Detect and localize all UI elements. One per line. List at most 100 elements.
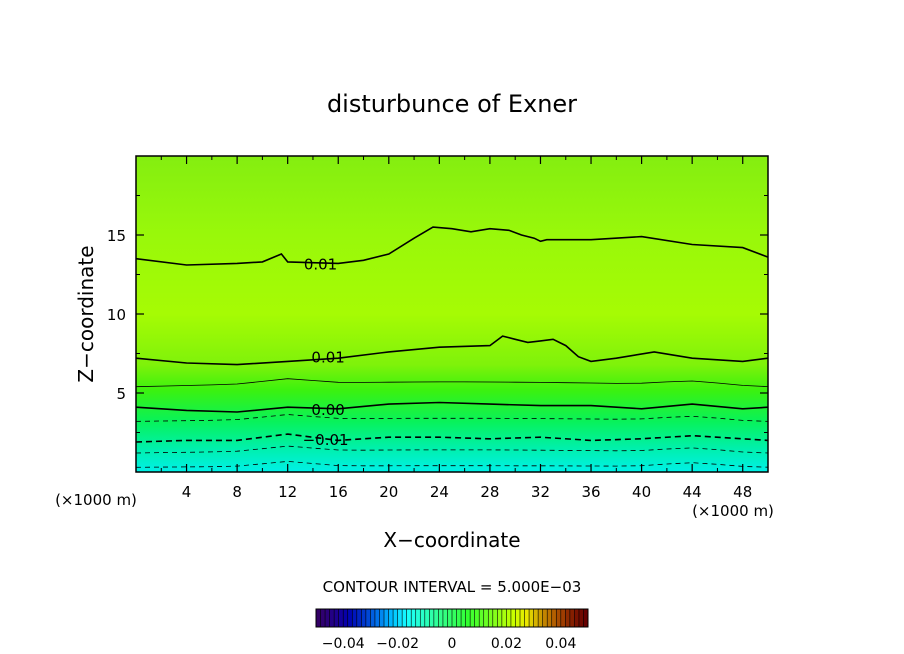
- colorbar-cell: [456, 609, 462, 627]
- colorbar-cell: [370, 609, 376, 627]
- x-axis-ticks: 4 8 12 16 20 24 28 32 36 40 44 48: [160, 156, 752, 501]
- colorbar-cell: [338, 609, 344, 627]
- colorbar-cell: [397, 609, 403, 627]
- colorbar-cell: [520, 609, 525, 627]
- colorbar-tick-label: 0: [448, 636, 457, 652]
- colorbar-cell: [356, 609, 362, 627]
- y-axis-label: Z−coordinate: [74, 245, 98, 382]
- contour-lines: 0.01 0.01 0.00 −0.01: [135, 226, 769, 468]
- colorbar-cell: [442, 609, 448, 627]
- colorbar-tick-label: 0.04: [545, 636, 576, 652]
- colorbar-cell: [352, 609, 358, 627]
- colorbar-cell: [433, 609, 439, 627]
- colorbar-cell: [384, 609, 389, 627]
- colorbar-cell: [411, 609, 417, 627]
- y-axis-ticks: 5 10 15: [107, 195, 768, 433]
- contour-line: [135, 335, 769, 366]
- colorbar-cell: [420, 609, 426, 627]
- colorbar-cell: [452, 609, 457, 627]
- colorbar-cell: [542, 609, 548, 627]
- colorbar-cell: [447, 609, 453, 627]
- colorbar-cell: [470, 609, 475, 627]
- colorbar-cell: [560, 609, 566, 627]
- colorbar-cell: [556, 609, 562, 627]
- x-tick-label: 48: [733, 483, 752, 501]
- x-tick-label: 36: [581, 483, 600, 501]
- colorbar-cell: [501, 609, 507, 627]
- colorbar-tick-label: −0.04: [322, 636, 365, 652]
- contour-label: 0.01: [311, 349, 344, 367]
- y-tick-label: 5: [116, 385, 126, 403]
- x-tick-label: 44: [683, 483, 702, 501]
- x-unit-right: (×1000 m): [692, 502, 774, 520]
- colorbar-cell: [488, 609, 494, 627]
- x-tick-label: 24: [430, 483, 449, 501]
- colorbar-tick-label: 0.02: [491, 636, 522, 652]
- colorbar-cell: [533, 609, 539, 627]
- x-axis-label: X−coordinate: [383, 528, 520, 552]
- colorbar-cell: [506, 609, 512, 627]
- contour-line-minor: [135, 378, 769, 388]
- x-tick-label: 28: [480, 483, 499, 501]
- colorbar-cell: [569, 609, 575, 627]
- colorbar-cell: [547, 609, 553, 627]
- colorbar-cell: [483, 609, 489, 627]
- colorbar-cell: [361, 609, 367, 627]
- contour-line-minor: [135, 460, 769, 468]
- colorbar-cell: [474, 609, 480, 627]
- contour-line-minor: [135, 414, 769, 422]
- y-tick-label: 15: [107, 227, 126, 245]
- colorbar-frame: [315, 608, 589, 628]
- colorbar-cell: [402, 609, 407, 627]
- colorbar-cell: [343, 609, 349, 627]
- colorbar-cell: [393, 609, 398, 627]
- colorbar-cell: [424, 609, 430, 627]
- colorbar-cell: [415, 609, 421, 627]
- colorbar-cell: [583, 609, 589, 627]
- colorbar-cell: [515, 609, 521, 627]
- x-tick-label: 12: [278, 483, 297, 501]
- colorbar-cell: [365, 609, 371, 627]
- colorbar-cell: [347, 609, 353, 627]
- colorbar-cell: [388, 609, 394, 627]
- contour-interval-label: CONTOUR INTERVAL = 5.000E−03: [323, 578, 582, 596]
- colorbar: [315, 609, 589, 627]
- contour-field: [136, 156, 768, 472]
- colorbar-cell: [325, 609, 330, 627]
- colorbar-tick-labels: −0.04 −0.02 0 0.02 0.04: [322, 636, 577, 652]
- colorbar-cell: [465, 609, 471, 627]
- contour-label: 0.01: [304, 255, 337, 273]
- contour-line-minor: [135, 445, 769, 454]
- colorbar-cell: [438, 609, 444, 627]
- colorbar-cell: [538, 609, 543, 627]
- x-tick-label: 32: [531, 483, 550, 501]
- colorbar-cell: [374, 609, 380, 627]
- x-tick-label: 20: [379, 483, 398, 501]
- colorbar-cell: [565, 609, 571, 627]
- contour-line: [135, 401, 769, 413]
- colorbar-cell: [316, 609, 321, 627]
- contour-line: [135, 226, 769, 266]
- colorbar-cell: [551, 609, 557, 627]
- colorbar-cell: [574, 609, 580, 627]
- colorbar-cell: [492, 609, 498, 627]
- x-tick-label: 8: [232, 483, 242, 501]
- colorbar-cell: [320, 609, 326, 627]
- colorbar-cell: [524, 609, 530, 627]
- colorbar-cell: [578, 609, 584, 627]
- x-tick-label: 40: [632, 483, 651, 501]
- colorbar-cell: [510, 609, 516, 627]
- chart-title: disturbunce of Exner: [327, 90, 577, 118]
- x-tick-label: 4: [182, 483, 192, 501]
- colorbar-tick-label: −0.02: [376, 636, 419, 652]
- colorbar-cell: [461, 609, 466, 627]
- colorbar-cell: [334, 609, 339, 627]
- contour-label: 0.00: [311, 401, 344, 419]
- colorbar-cell: [329, 609, 335, 627]
- colorbar-cell: [406, 609, 412, 627]
- colorbar-cell: [497, 609, 503, 627]
- colorbar-cell: [379, 609, 385, 627]
- x-tick-label: 16: [329, 483, 348, 501]
- contour-label: −0.01: [303, 431, 349, 449]
